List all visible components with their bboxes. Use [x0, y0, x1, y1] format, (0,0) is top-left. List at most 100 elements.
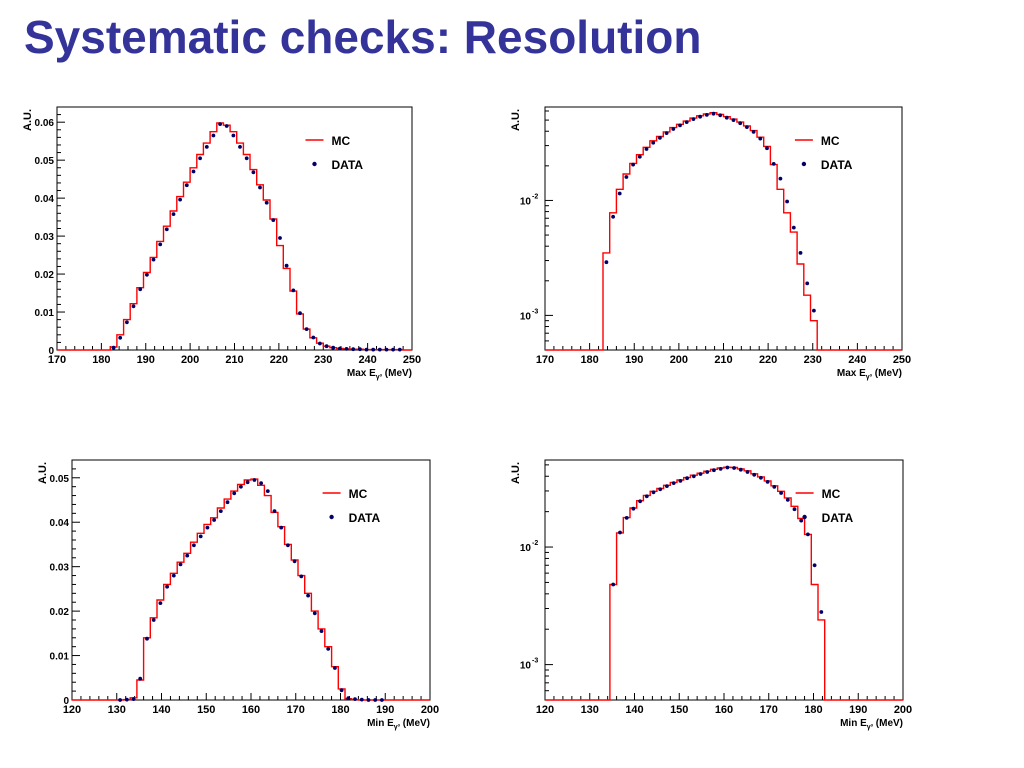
data-point — [805, 281, 810, 286]
data-point — [138, 287, 143, 292]
data-point — [331, 345, 336, 350]
data-point — [158, 242, 163, 247]
data-point — [685, 476, 689, 481]
legend-data-label: DATA — [349, 511, 381, 525]
data-point — [339, 688, 344, 693]
data-point — [304, 327, 309, 331]
data-point — [359, 697, 364, 702]
plot-frame — [544, 106, 903, 351]
data-point — [184, 183, 189, 188]
data-point — [671, 127, 676, 131]
x-axis-label-unit: (MeV) — [382, 368, 412, 379]
data-point — [198, 534, 203, 539]
x-tick-label: 200 — [894, 704, 912, 716]
data-point — [751, 130, 756, 134]
data-point — [145, 272, 149, 277]
data-point — [684, 120, 689, 124]
data-point — [191, 169, 196, 174]
x-tick-label: 160 — [715, 704, 733, 716]
data-point — [738, 121, 743, 126]
x-tick-label: 210 — [714, 354, 732, 366]
data-point — [771, 162, 776, 166]
data-point — [346, 696, 351, 701]
x-tick-label: 200 — [181, 354, 199, 366]
x-tick-label: 130 — [581, 704, 599, 716]
data-point — [806, 532, 810, 537]
data-point — [125, 320, 129, 325]
data-point — [384, 347, 389, 352]
x-tick-label: 160 — [242, 704, 260, 716]
x-axis-label-main: Max E — [837, 368, 866, 379]
data-point — [272, 509, 277, 513]
y-tick-label: 0.04 — [35, 194, 55, 205]
legend-data-label: DATA — [332, 158, 364, 172]
x-axis-label: Min Eγ³ (MeV) — [840, 718, 903, 731]
data-point — [765, 480, 770, 484]
data-point — [658, 136, 662, 140]
data-point — [718, 113, 723, 118]
y-tick-label: 0 — [48, 346, 54, 357]
plot-frame — [56, 106, 413, 351]
data-point — [338, 346, 342, 351]
slide-title: Systematic checks: Resolution — [24, 11, 702, 63]
data-point — [333, 666, 337, 670]
data-point — [665, 484, 669, 488]
x-tick-label: 240 — [848, 354, 866, 366]
data-point — [611, 582, 616, 587]
data-point — [637, 154, 642, 159]
data-point — [258, 185, 262, 190]
chart-max-energy-linear: 170 180 190 200 210 220 230 240 250 0 0.01 0.02 0.03… — [22, 106, 421, 381]
data-point — [158, 601, 163, 605]
data-point — [611, 214, 615, 219]
data-point — [238, 145, 242, 149]
data-point — [292, 559, 297, 564]
data-point — [785, 498, 790, 502]
y-tick-label: 0.06 — [35, 118, 55, 129]
data-point — [373, 698, 378, 702]
data-point — [758, 136, 763, 141]
x-tick-label: 120 — [63, 704, 81, 716]
data-point — [151, 257, 156, 262]
data-point — [724, 115, 729, 120]
data-point — [239, 484, 243, 489]
x-tick-label: 180 — [92, 354, 110, 366]
x-tick-label: 130 — [108, 704, 126, 716]
x-tick-label: 170 — [287, 704, 305, 716]
y-axis-label: A.U. — [510, 109, 522, 131]
data-point — [624, 175, 629, 179]
data-point — [711, 111, 716, 116]
data-point — [211, 133, 216, 138]
x-tick-label: 140 — [152, 704, 170, 716]
data-point — [380, 698, 384, 702]
data-point — [218, 122, 223, 126]
x-axis-label-subscript: γ³ — [867, 724, 874, 731]
data-point — [279, 525, 284, 530]
legend-data-swatch — [801, 161, 807, 167]
legend-data-swatch — [802, 514, 807, 520]
y-tick-label: 0.05 — [50, 474, 70, 485]
mc-histogram — [545, 466, 903, 701]
data-point — [185, 553, 190, 558]
data-point — [225, 500, 230, 505]
data-point — [171, 573, 176, 578]
x-axis-label-main: Min E — [367, 718, 394, 729]
legend-data-label: DATA — [822, 511, 854, 525]
mc-histogram — [545, 112, 902, 351]
data-point — [178, 562, 183, 567]
data-point — [198, 156, 203, 161]
data-point — [705, 470, 710, 474]
y-axis-label: A.U. — [22, 109, 34, 131]
data-point — [358, 347, 362, 352]
data-point — [212, 518, 217, 522]
data-point — [664, 131, 669, 135]
data-point — [264, 200, 269, 205]
data-point — [725, 465, 730, 470]
x-tick-label: 180 — [331, 704, 349, 716]
data-point — [291, 288, 296, 293]
data-point — [778, 176, 783, 181]
x-tick-label: 120 — [536, 704, 554, 716]
data-point — [792, 507, 797, 512]
data-point — [232, 491, 237, 496]
